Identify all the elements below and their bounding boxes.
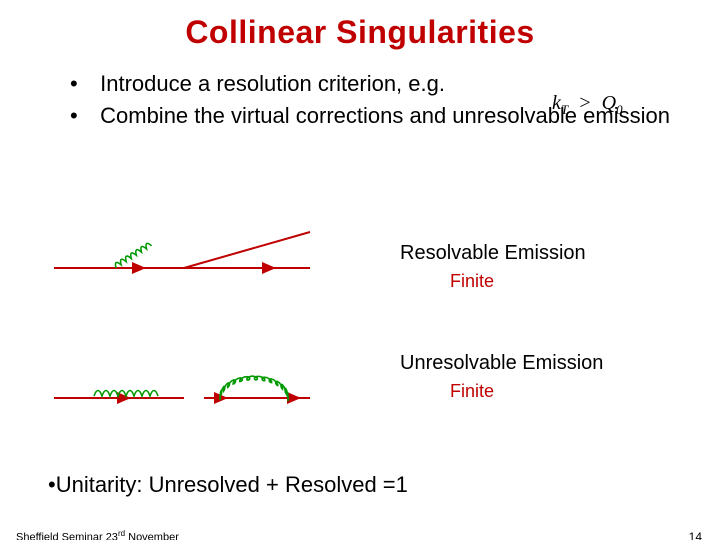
criterion-formula: kT > Q0 — [552, 92, 623, 118]
unitarity-line: •Unitarity: Unresolved + Resolved =1 — [48, 472, 408, 498]
footer-day: 23 — [106, 532, 118, 540]
unresolvable-diagram — [54, 354, 314, 429]
resolvable-label: Resolvable Emission — [400, 242, 586, 265]
page-number: 14 — [689, 530, 702, 540]
footer: Sheffield Seminar 23rd November — [16, 529, 179, 540]
unresolvable-label: Unresolvable Emission — [400, 352, 603, 375]
unresolvable-finite: Finite — [450, 381, 603, 402]
title-text: Collinear Singularities — [185, 14, 534, 50]
unres-gluon-collinear — [94, 391, 158, 397]
resolvable-svg — [54, 224, 314, 294]
resolvable-finite: Finite — [450, 271, 586, 292]
formula-content: kT > Q0 — [552, 92, 623, 114]
unitarity-dot: • — [48, 472, 56, 497]
bullet-text: Introduce a resolution criterion, e.g. — [100, 71, 445, 96]
unresolvable-svg — [54, 354, 314, 424]
gluon-coil — [114, 242, 152, 268]
branch-line — [184, 232, 310, 268]
unitarity-text: Unitarity: Unresolved + Resolved =1 — [56, 472, 408, 497]
footer-month: November — [128, 532, 179, 540]
bullet-dot: • — [70, 69, 94, 99]
footer-suffix: rd — [118, 529, 125, 538]
footer-venue: Sheffield Seminar — [16, 532, 103, 540]
resolvable-label-block: Resolvable Emission Finite — [400, 242, 586, 292]
unresolvable-label-block: Unresolvable Emission Finite — [400, 352, 603, 402]
page-title: Collinear Singularities — [0, 14, 720, 51]
bullet-dot: • — [70, 101, 94, 131]
resolvable-diagram — [54, 224, 314, 299]
